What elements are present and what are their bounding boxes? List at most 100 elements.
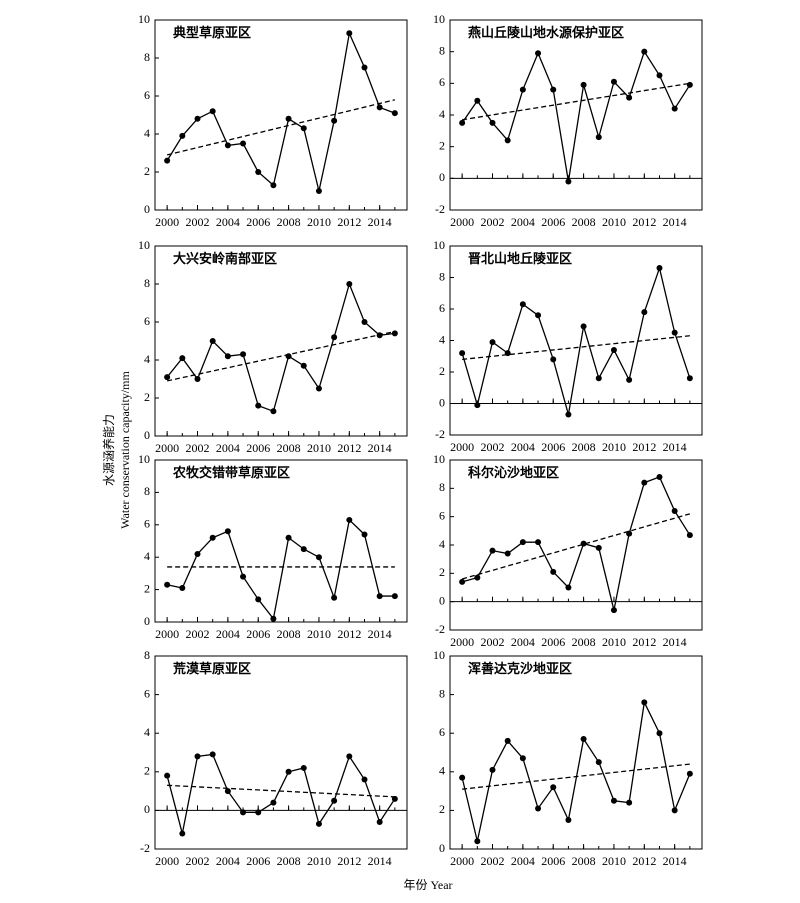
data-point	[686, 532, 693, 539]
data-point	[331, 117, 338, 124]
y-tick-label: -2	[435, 622, 445, 636]
data-point	[489, 547, 496, 554]
data-point	[194, 550, 201, 557]
data-point	[565, 584, 572, 591]
x-tick-label: 2004	[511, 440, 535, 454]
trend-line	[462, 335, 690, 361]
x-tick-label: 2002	[186, 441, 210, 455]
data-line	[461, 700, 691, 842]
data-point	[504, 350, 511, 357]
x-tick-label: 2008	[572, 440, 596, 454]
data-point	[641, 48, 648, 55]
data-point	[331, 594, 338, 601]
x-tick-label: 2006	[246, 441, 270, 455]
data-point	[209, 338, 216, 344]
x-tick-label: 2000	[450, 440, 474, 454]
panel-title: 农牧交错带草原亚区	[172, 465, 290, 480]
x-tick-label: 2012	[337, 854, 361, 868]
plot-frame	[154, 245, 408, 437]
data-point	[179, 132, 186, 139]
data-point	[626, 799, 633, 806]
data-point	[361, 319, 368, 325]
data-point	[209, 534, 216, 541]
data-point	[595, 544, 602, 551]
data-point	[535, 805, 542, 812]
x-tick-label: 2004	[511, 635, 535, 649]
data-point	[285, 353, 292, 360]
trend-line	[166, 99, 396, 156]
data-point	[315, 554, 322, 561]
y-tick-label: 8	[144, 50, 150, 64]
data-point	[270, 615, 277, 622]
data-point	[550, 568, 557, 575]
y-tick-label: 4	[144, 126, 150, 140]
data-point	[315, 820, 322, 827]
x-tick-label: 2012	[337, 441, 361, 455]
x-tick-label: 2004	[216, 854, 240, 868]
data-point	[179, 584, 186, 591]
y-tick-label: 2	[439, 565, 445, 579]
data-point	[580, 735, 587, 742]
data-point	[240, 351, 247, 358]
x-tick-label: 2002	[481, 635, 505, 649]
panel-title: 大兴安岭南部亚区	[173, 251, 277, 266]
data-point	[535, 50, 542, 57]
x-tick-label: 2000	[450, 635, 474, 649]
x-tick-label: 2002	[481, 854, 505, 868]
data-line	[166, 31, 396, 192]
trend-line	[167, 330, 395, 382]
data-point	[519, 86, 526, 93]
x-tick-label: 2014	[368, 854, 392, 868]
data-point	[194, 115, 201, 122]
data-point	[489, 339, 496, 346]
data-point	[595, 375, 602, 382]
x-tick-label: 2012	[632, 854, 656, 868]
y-tick-label: 10	[433, 648, 445, 662]
data-point	[671, 508, 678, 514]
y-tick-label: -2	[140, 841, 150, 855]
data-point	[535, 539, 542, 546]
x-tick-label: 2006	[541, 635, 565, 649]
trend-line	[167, 784, 395, 798]
data-line	[461, 476, 691, 611]
data-point	[656, 265, 663, 272]
x-tick-label: 2010	[602, 635, 626, 649]
data-point	[656, 730, 663, 737]
x-tick-label: 2008	[277, 441, 301, 455]
data-point	[550, 784, 557, 791]
x-tick-label: 2000	[155, 627, 179, 641]
data-point	[346, 753, 353, 760]
x-tick-label: 2010	[307, 441, 331, 455]
data-point	[361, 531, 368, 538]
x-tick-label: 2012	[337, 215, 361, 229]
plot-frame	[449, 655, 703, 850]
data-point	[391, 110, 398, 117]
x-tick-label: 2012	[632, 215, 656, 229]
data-point	[459, 350, 466, 357]
panel-title: 科尔沁沙地亚区	[468, 465, 559, 480]
x-tick-label: 2006	[541, 440, 565, 454]
y-tick-label: 10	[433, 238, 445, 252]
data-point	[474, 97, 481, 104]
y-tick-label: 10	[138, 12, 150, 26]
y-tick-label: 8	[144, 648, 150, 662]
y-tick-label: 4	[144, 352, 150, 366]
data-point	[504, 550, 511, 557]
data-point	[224, 528, 231, 535]
x-tick-label: 2006	[541, 854, 565, 868]
data-point	[474, 574, 481, 581]
data-point	[519, 539, 526, 546]
x-tick-label: 2000	[155, 441, 179, 455]
x-tick-label: 2006	[541, 215, 565, 229]
data-point	[194, 376, 201, 382]
data-point	[626, 530, 633, 537]
x-tick-label: 2000	[155, 215, 179, 229]
data-point	[209, 108, 216, 115]
data-point	[504, 737, 511, 744]
trend-line	[461, 513, 691, 580]
data-point	[270, 408, 277, 415]
y-tick-label: 6	[144, 314, 150, 328]
x-tick-label: 2004	[511, 215, 535, 229]
x-tick-label: 2012	[632, 635, 656, 649]
